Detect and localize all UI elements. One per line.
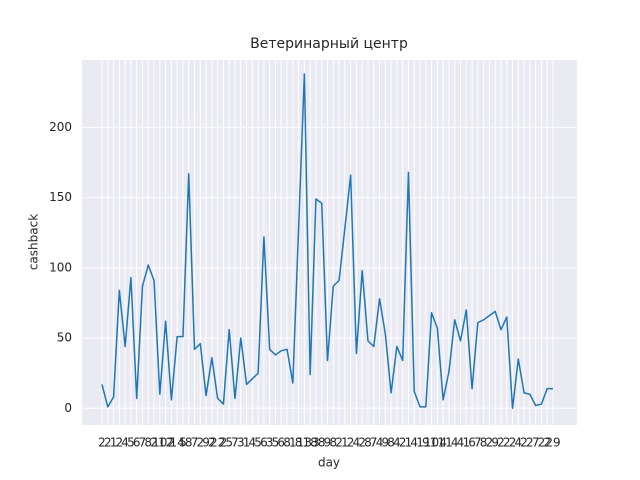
x-tick-label: 8 bbox=[387, 436, 395, 450]
x-tick-label: 1 bbox=[405, 436, 413, 450]
x-tick-label: 2 bbox=[358, 436, 366, 450]
x-tick-label: 2 bbox=[98, 436, 106, 450]
x-tick-label: 2 bbox=[509, 436, 517, 450]
x-tick-label: 7 bbox=[191, 436, 199, 450]
x-tick-label: 8 bbox=[283, 436, 291, 450]
x-tick-label: 2 bbox=[116, 436, 124, 450]
x-tick-label: 1 bbox=[462, 436, 470, 450]
x-tick-label: 2 bbox=[168, 436, 176, 450]
y-tick-label: 100 bbox=[49, 260, 72, 274]
x-tick-label: 9 bbox=[382, 436, 390, 450]
x-tick-label: 2 bbox=[196, 436, 204, 450]
x-tick-label: 1 bbox=[110, 436, 118, 450]
line bbox=[101, 73, 553, 410]
x-tick-label: 3 bbox=[237, 436, 245, 450]
x-tick-label: 2 bbox=[347, 436, 355, 450]
x-tick-label: 8 bbox=[185, 436, 193, 450]
x-tick-label: 1 bbox=[416, 436, 424, 450]
x-tick-label: 5 bbox=[127, 436, 135, 450]
x-tick-label: 2 bbox=[526, 436, 534, 450]
y-axis-label: cashback bbox=[27, 214, 41, 270]
x-tick-label: 2 bbox=[486, 436, 494, 450]
x-tick-label: 4 bbox=[121, 436, 129, 450]
x-tick-label: 5 bbox=[254, 436, 262, 450]
x-tick-label: 2 bbox=[543, 436, 551, 450]
x-axis-label: day bbox=[318, 456, 340, 470]
x-tick-label: 2 bbox=[208, 436, 216, 450]
x-tick-label: 7 bbox=[231, 436, 239, 450]
x-tick-label: 4 bbox=[249, 436, 257, 450]
x-tick-label: 9 bbox=[491, 436, 499, 450]
x-tick-label: 7 bbox=[474, 436, 482, 450]
x-tick-label: 2 bbox=[538, 436, 546, 450]
x-tick-label: 10 bbox=[152, 436, 167, 450]
x-tick-label: 6 bbox=[277, 436, 285, 450]
x-tick-label: 8 bbox=[364, 436, 372, 450]
x-tick-label: 8 bbox=[480, 436, 488, 450]
chart-title: Ветеринарный центр bbox=[250, 36, 408, 52]
x-tick-label: 8 bbox=[329, 436, 337, 450]
x-tick-label: 13 bbox=[297, 436, 312, 450]
x-tick-label: 4 bbox=[439, 436, 447, 450]
x-tick-label: 3 bbox=[312, 436, 320, 450]
x-tick-label: 22 bbox=[210, 436, 225, 450]
x-tick-label: 6 bbox=[260, 436, 268, 450]
x-tick-label: 7 bbox=[370, 436, 378, 450]
x-tick-label: 4 bbox=[410, 436, 418, 450]
y-tick-label: 0 bbox=[64, 401, 72, 415]
x-tick-label: 5 bbox=[225, 436, 233, 450]
x-tick-label: 1 bbox=[341, 436, 349, 450]
x-tick-label: 9 bbox=[422, 436, 430, 450]
x-tick-label: 1 bbox=[445, 436, 453, 450]
x-tick-label: 4 bbox=[353, 436, 361, 450]
y-tick-label: 50 bbox=[57, 331, 72, 345]
x-tick-label: 5 bbox=[272, 436, 280, 450]
x-tick-label: 18 bbox=[303, 436, 318, 450]
x-tick-label: 7 bbox=[139, 436, 147, 450]
x-tick-label: 2 bbox=[150, 436, 158, 450]
x-tick-label: 1 bbox=[289, 436, 297, 450]
x-tick-label: 10 bbox=[424, 436, 439, 450]
x-tick-label: 2 bbox=[520, 436, 528, 450]
x-tick-label: 9 bbox=[202, 436, 210, 450]
x-tick-label: 2 bbox=[497, 436, 505, 450]
x-tick-label: 6 bbox=[468, 436, 476, 450]
x-tick-label: 4 bbox=[393, 436, 401, 450]
x-tick-label: 4 bbox=[514, 436, 522, 450]
y-tick-label: 200 bbox=[49, 120, 72, 134]
plot-area bbox=[82, 60, 577, 425]
x-tick-label: 9 bbox=[324, 436, 332, 450]
x-tick-label: 29 bbox=[545, 436, 560, 450]
x-tick-label: 4 bbox=[457, 436, 465, 450]
x-tick-label: 11 bbox=[430, 436, 445, 450]
y-tick-label: 150 bbox=[49, 190, 72, 204]
x-tick-label: 2 bbox=[503, 436, 511, 450]
x-tick-label: 5 bbox=[179, 436, 187, 450]
marks bbox=[101, 73, 553, 410]
x-tick-label: 12 bbox=[158, 436, 173, 450]
x-tick-label: 8 bbox=[295, 436, 303, 450]
x-tick-label: 2 bbox=[104, 436, 112, 450]
x-tick-label: 1 bbox=[243, 436, 251, 450]
x-tick-label: 14 bbox=[170, 436, 185, 450]
x-tick-label: 4 bbox=[451, 436, 459, 450]
x-tick-label: 3 bbox=[266, 436, 274, 450]
x-tick-label: 2 bbox=[399, 436, 407, 450]
x-tick-label: 2 bbox=[220, 436, 228, 450]
x-tick-label: 8 bbox=[144, 436, 152, 450]
x-tick-label: 6 bbox=[133, 436, 141, 450]
x-tick-label: 4 bbox=[376, 436, 384, 450]
x-tick-label: 2 bbox=[335, 436, 343, 450]
x-tick-label: 8 bbox=[318, 436, 326, 450]
x-tick-label: 7 bbox=[532, 436, 540, 450]
